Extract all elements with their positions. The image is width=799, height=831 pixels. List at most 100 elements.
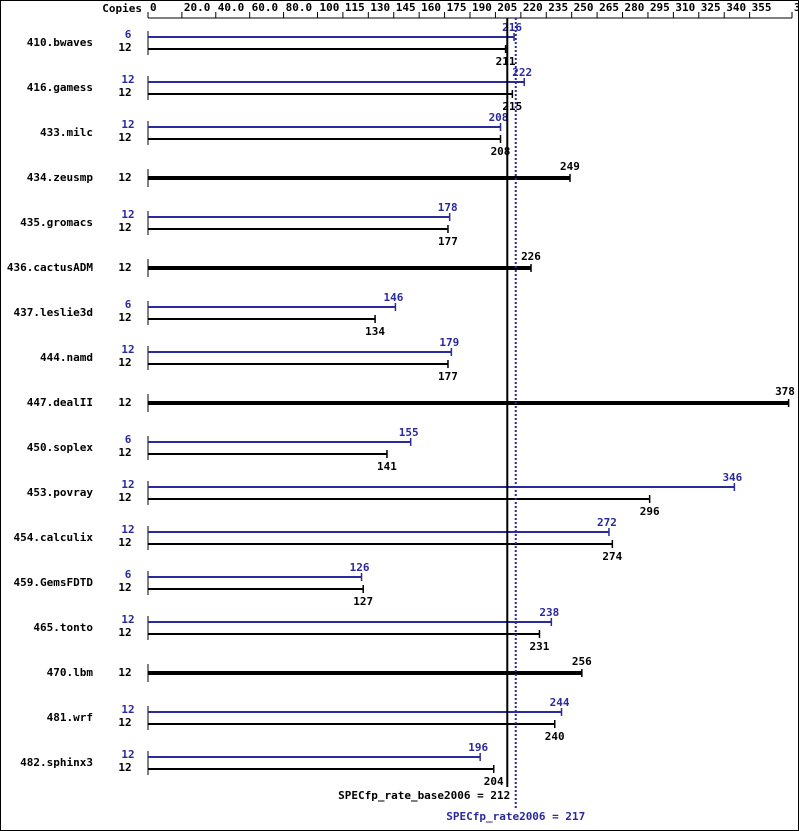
copies-label: 12 <box>121 118 134 131</box>
copies-label: 6 <box>125 298 132 311</box>
x-tick-label: 325 <box>701 1 721 14</box>
copies-label: 12 <box>118 761 131 774</box>
benchmark-label: 436.cactusADM <box>7 261 93 274</box>
value-label: 141 <box>377 460 397 473</box>
benchmark-label: 444.namd <box>40 351 93 364</box>
value-label: 208 <box>491 145 511 158</box>
x-tick-label: 100 <box>319 1 339 14</box>
copies-label: 12 <box>118 626 131 639</box>
copies-label: 12 <box>118 41 131 54</box>
benchmark-label: 459.GemsFDTD <box>14 576 94 589</box>
benchmark-label: 416.gamess <box>27 81 93 94</box>
benchmark-label: 470.lbm <box>47 666 94 679</box>
value-label: 179 <box>439 336 459 349</box>
copies-label: 12 <box>118 446 131 459</box>
x-tick-label: 355 <box>752 1 772 14</box>
copies-label: 6 <box>125 568 132 581</box>
copies-label: 12 <box>118 131 131 144</box>
x-tick-label: 250 <box>574 1 594 14</box>
benchmark-label: 481.wrf <box>47 711 93 724</box>
x-tick-label: 380 <box>794 1 799 14</box>
x-tick-label: 190 <box>472 1 492 14</box>
benchmark-label: 435.gromacs <box>20 216 93 229</box>
copies-label: 12 <box>121 478 134 491</box>
reference-label: SPECfp_rate_base2006 = 212 <box>338 789 510 802</box>
benchmark-label: 482.sphinx3 <box>20 756 93 769</box>
copies-label: 12 <box>121 748 134 761</box>
x-tick-label: 145 <box>396 1 416 14</box>
value-label: 238 <box>539 606 559 619</box>
benchmark-label: 433.milc <box>40 126 93 139</box>
copies-label: 12 <box>118 311 131 324</box>
copies-label: 12 <box>118 666 131 679</box>
value-label: 127 <box>353 595 373 608</box>
value-label: 272 <box>597 516 617 529</box>
copies-label: 12 <box>118 396 131 409</box>
value-label: 249 <box>560 160 580 173</box>
value-label: 296 <box>640 505 660 518</box>
value-label: 244 <box>550 696 570 709</box>
value-label: 146 <box>383 291 403 304</box>
value-label: 346 <box>722 471 742 484</box>
copies-label: 12 <box>118 716 131 729</box>
benchmark-label: 453.povray <box>27 486 94 499</box>
x-tick-label: 80.0 <box>286 1 313 14</box>
value-label: 134 <box>365 325 385 338</box>
x-tick-label: 60.0 <box>252 1 279 14</box>
value-label: 178 <box>438 201 458 214</box>
copies-label: 6 <box>125 28 132 41</box>
value-label: 274 <box>602 550 622 563</box>
value-label: 177 <box>438 235 458 248</box>
copies-label: 12 <box>121 343 134 356</box>
benchmark-label: 410.bwaves <box>27 36 93 49</box>
benchmark-label: 465.tonto <box>33 621 93 634</box>
x-tick-label: 175 <box>447 1 467 14</box>
benchmark-label: 454.calculix <box>14 531 94 544</box>
value-label: 204 <box>484 775 504 788</box>
copies-label: 12 <box>121 703 134 716</box>
x-tick-label: 280 <box>625 1 645 14</box>
x-tick-label: 265 <box>599 1 619 14</box>
copies-label: 12 <box>118 536 131 549</box>
benchmark-label: 447.dealII <box>27 396 93 409</box>
value-label: 378 <box>775 385 795 398</box>
benchmark-label: 437.leslie3d <box>14 306 93 319</box>
x-tick-label: 220 <box>523 1 543 14</box>
copies-label: 6 <box>125 433 132 446</box>
value-label: 222 <box>512 66 532 79</box>
copies-label: 12 <box>121 73 134 86</box>
value-label: 211 <box>496 55 516 68</box>
x-tick-label: 235 <box>548 1 568 14</box>
x-tick-label: 130 <box>370 1 390 14</box>
benchmark-label: 434.zeusmp <box>27 171 94 184</box>
benchmark-label: 450.soplex <box>27 441 94 454</box>
copies-label: 12 <box>118 221 131 234</box>
value-label: 226 <box>521 250 541 263</box>
x-tick-label: 160 <box>421 1 441 14</box>
copies-label: 12 <box>118 356 131 369</box>
value-label: 155 <box>399 426 419 439</box>
copies-label: 12 <box>121 208 134 221</box>
value-label: 208 <box>489 111 509 124</box>
x-tick-label: 20.0 <box>184 1 211 14</box>
copies-label: 12 <box>118 261 131 274</box>
x-tick-label: 115 <box>345 1 365 14</box>
x-tick-label: 40.0 <box>218 1 245 14</box>
copies-label: 12 <box>118 491 131 504</box>
copies-label: 12 <box>121 613 134 626</box>
x-tick-label: 295 <box>650 1 670 14</box>
value-label: 216 <box>502 21 522 34</box>
copies-label: 12 <box>118 171 131 184</box>
x-tick-label: 205 <box>497 1 517 14</box>
copies-label: 12 <box>118 86 131 99</box>
value-label: 196 <box>468 741 488 754</box>
x-tick-label: 0 <box>150 1 157 14</box>
value-label: 177 <box>438 370 458 383</box>
x-tick-label: 310 <box>675 1 695 14</box>
value-label: 126 <box>350 561 370 574</box>
x-tick-label: 340 <box>726 1 746 14</box>
copies-label: 12 <box>121 523 134 536</box>
value-label: 240 <box>545 730 565 743</box>
